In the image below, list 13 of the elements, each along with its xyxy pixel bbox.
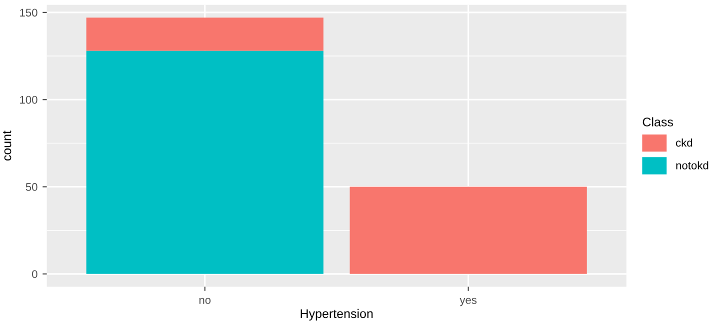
x-tick-label: yes [460, 298, 477, 306]
y-tick-label: 150 [20, 8, 38, 17]
legend-label: notokd [676, 161, 708, 170]
y-tick-label: 100 [20, 96, 38, 104]
legend-label: ckd [676, 138, 692, 147]
x-axis-title: Hypertension [300, 308, 373, 321]
y-axis-title: count [3, 130, 12, 161]
y-tick-label: 0 [32, 270, 38, 278]
legend-title: Class [642, 117, 673, 126]
x-tick-label: no [199, 298, 211, 304]
y-tick-label: 50 [26, 183, 38, 191]
bar [350, 186, 587, 274]
bar [86, 18, 324, 51]
